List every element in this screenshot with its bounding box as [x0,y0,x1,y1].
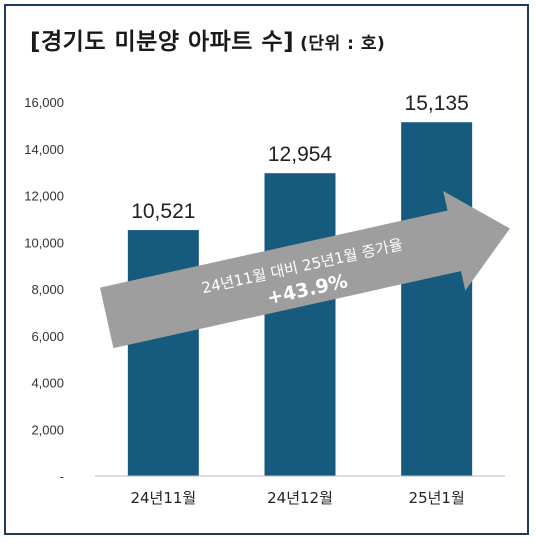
y-tick-label: 4,000 [31,376,64,391]
chart-title: [경기도 미분양 아파트 수] (단위 : 호) [30,22,385,56]
data-label: 15,135 [405,92,469,115]
x-tick-label: 25년1월 [409,489,465,507]
y-tick-label: 8,000 [31,282,64,297]
x-tick-label: 24년11월 [130,489,196,507]
y-tick-label: 2,000 [31,422,64,437]
y-tick-label: 10,000 [24,235,64,250]
chart-title-text: [경기도 미분양 아파트 수] [30,29,295,55]
data-labels: 10,521 12,954 15,135 [131,92,469,223]
y-tick-label: 6,000 [31,329,64,344]
y-tick-label: 14,000 [24,142,64,157]
x-axis: 24년11월 24년12월 25년1월 [130,489,464,507]
data-label: 10,521 [131,200,195,223]
growth-arrow-shape [99,191,510,349]
data-label: 12,954 [268,143,333,166]
y-axis: - 2,000 4,000 6,000 8,000 10,000 12,000 14,000 1… [24,95,64,484]
y-tick-label: 12,000 [24,189,64,204]
y-tick-label: - [60,469,64,484]
y-tick-label: 16,000 [24,95,64,110]
x-tick-label: 24년12월 [267,489,333,507]
bar [127,230,199,476]
chart-unit: (단위 : 호) [300,34,386,54]
bar [264,173,336,476]
growth-arrow: 24년11월 대비 25년1월 증가율 +43.9% [99,191,510,349]
bar [401,122,473,477]
